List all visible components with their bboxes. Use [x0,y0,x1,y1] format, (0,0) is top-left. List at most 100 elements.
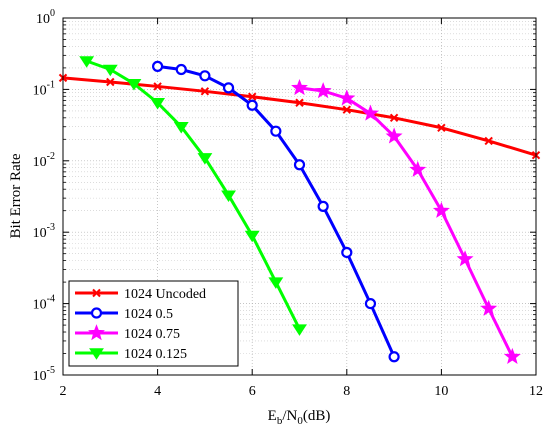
data-point [456,250,474,267]
data-point [270,125,282,137]
marker-stroke [295,98,304,107]
data-point [389,113,399,123]
y-tick-base: 10 [33,83,47,98]
marker-stroke [200,87,210,96]
x-axis-title-tail: (dB) [303,408,331,424]
data-point [361,104,379,121]
data-point [388,351,400,363]
series-2 [291,78,521,364]
data-point [199,70,211,82]
legend-label: 1024 0.5 [124,307,173,322]
data-point [317,200,329,212]
data-point [503,347,521,364]
data-point [150,98,166,110]
legend: 1024 Uncoded 1024 0.5 1024 0.75 1024 0.125 [68,280,239,367]
legend-entry-2: 1024 0.75 [75,324,180,342]
legend-label: 1024 0.125 [124,347,187,362]
data-point [246,99,258,111]
data-point [247,92,257,101]
data-point [221,190,236,202]
y-tick-label: 100 [36,8,55,27]
legend-entry-0: 1024 Uncoded [75,287,206,302]
y-tick-exponent: -5 [47,365,55,376]
data-point [79,56,95,68]
marker-stroke [437,123,446,132]
series-line [86,59,301,330]
data-point [152,60,164,72]
data-point [480,299,498,316]
x-tick-label: 8 [343,384,350,399]
data-point [484,136,493,146]
y-tick-base: 10 [33,226,47,241]
legend-label: 1024 Uncoded [124,287,206,302]
data-point [342,105,352,114]
y-tick-base: 10 [33,369,47,384]
legend-marker [92,288,101,298]
y-tick-base: 10 [36,12,50,27]
legend-entry-3: 1024 0.125 [75,347,187,362]
y-tick-label: 10-1 [33,79,55,98]
legend-entries: 1024 Uncoded 1024 0.5 1024 0.75 1024 0.125 [75,287,206,362]
x-axis-title-main: E [268,408,277,424]
data-point [432,201,450,218]
y-axis-title: Bit Error Rate [8,153,24,238]
data-point [385,127,403,144]
marker-stroke [106,77,115,87]
x-axis-title-mid: /N [282,408,297,424]
x-tick-label: 12 [529,384,543,399]
y-tick-base: 10 [33,298,47,313]
data-point [126,79,142,91]
marker-stroke [153,82,162,91]
data-point [292,324,307,336]
legend-marker [89,348,104,360]
y-tick-base: 10 [33,155,47,170]
data-point [175,63,187,76]
data-point [106,77,115,87]
data-point [295,98,304,107]
data-point [364,298,377,310]
data-point [153,82,162,91]
series-1 [152,60,400,363]
data-point [244,230,260,243]
x-axis-title-sub2: 0 [297,415,303,427]
y-tick-exponent: -3 [47,222,55,233]
y-tick-exponent: -2 [47,151,55,162]
data-point [437,123,446,132]
x-tick-label: 2 [60,384,67,399]
marker-stroke [92,288,101,298]
data-point [314,82,332,99]
x-tick-label: 6 [249,384,256,399]
marker-stroke [247,92,257,101]
data-point [102,64,118,77]
data-point [409,160,427,177]
legend-entry-1: 1024 0.5 [75,307,173,322]
y-tick-label: 10-4 [33,294,55,313]
x-tick-label: 4 [154,384,161,399]
data-point [268,277,284,289]
y-tick-exponent: -4 [47,294,55,305]
y-tick-exponent: -1 [47,79,55,90]
x-axis-title-sub1: b [277,415,283,427]
legend-marker [90,307,103,319]
y-tick-label: 10-2 [33,151,55,170]
plot-frame [62,17,537,376]
series-3 [79,56,307,336]
x-tick-label: 10 [434,384,448,399]
marker-stroke [342,105,352,114]
data-point [197,153,213,165]
data-point [338,89,356,106]
legend-marker [88,324,105,341]
data-point [293,159,306,171]
data-point [291,78,308,96]
data-point [200,87,210,96]
series-line [299,86,514,358]
y-tick-exponent: 0 [50,8,55,19]
marker-stroke [484,136,493,146]
y-tick-label: 10-5 [33,365,55,384]
data-point [222,82,235,94]
marker-stroke [389,113,399,123]
x-axis-title: Eb/N0(dB) [268,408,331,427]
